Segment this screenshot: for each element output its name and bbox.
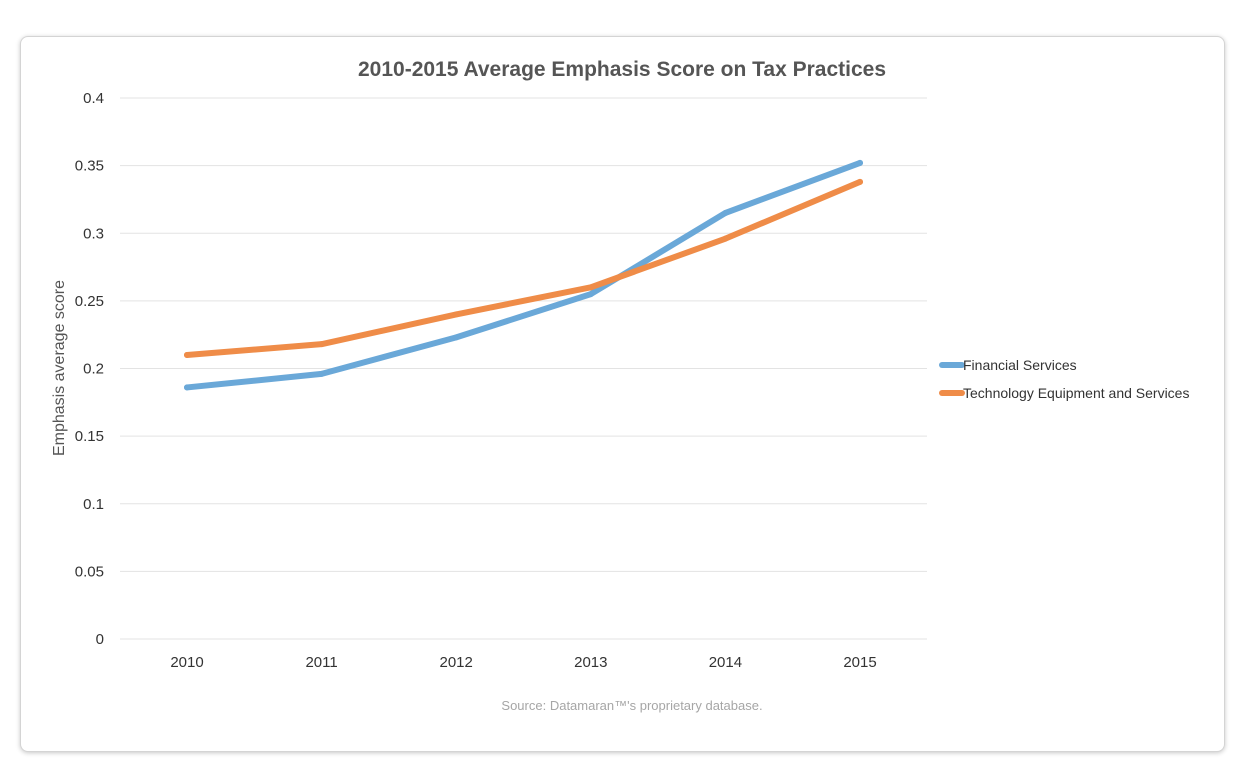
data-point <box>453 311 460 318</box>
data-point <box>857 178 863 185</box>
x-tick-label: 2015 <box>843 654 876 671</box>
data-point <box>453 334 460 341</box>
legend-item: Financial Services <box>939 357 1077 373</box>
data-point <box>184 384 190 391</box>
legend: Financial Services Technology Equipment a… <box>939 357 1189 401</box>
series-line <box>184 159 863 391</box>
y-tick-label: 0.2 <box>83 361 104 378</box>
data-point <box>722 209 729 216</box>
legend-label: Financial Services <box>963 357 1077 373</box>
y-tick-label: 0.3 <box>83 225 104 242</box>
x-tick-label: 2013 <box>574 654 607 671</box>
series-line <box>184 178 863 358</box>
y-tick-label: 0.15 <box>75 428 104 445</box>
x-tick-label: 2011 <box>305 654 337 671</box>
chart-svg: 2010-2015 Average Emphasis Score on Tax … <box>51 58 1189 713</box>
legend-item: Technology Equipment and Services <box>939 385 1189 401</box>
data-point <box>722 235 729 242</box>
x-axis-ticks: 2010 2011 2012 2013 2014 2015 <box>170 654 876 671</box>
series <box>184 159 863 391</box>
y-tick-label: 0.25 <box>75 293 104 310</box>
data-point <box>184 351 190 358</box>
x-tick-label: 2012 <box>440 654 473 671</box>
series-2 <box>184 178 863 358</box>
chart-card: 2010-2015 Average Emphasis Score on Tax … <box>20 36 1225 752</box>
data-point <box>587 291 594 298</box>
y-axis-label: Emphasis average score <box>51 280 68 456</box>
data-point <box>318 341 325 348</box>
y-tick-label: 0.4 <box>83 90 104 107</box>
y-tick-label: 0.05 <box>75 563 104 580</box>
y-axis-ticks: 0 0.05 0.1 0.15 0.2 0.25 0.3 0.35 0.4 <box>75 90 104 648</box>
x-tick-label: 2014 <box>709 654 742 671</box>
grid <box>120 97 927 640</box>
legend-label: Technology Equipment and Services <box>963 385 1189 401</box>
y-tick-label: 0.1 <box>83 496 104 513</box>
data-point <box>587 284 594 291</box>
x-tick-label: 2010 <box>170 654 203 671</box>
source-note: Source: Datamaran™'s proprietary databas… <box>501 698 762 713</box>
data-point <box>318 370 325 377</box>
y-tick-label: 0.35 <box>75 158 104 175</box>
series-1 <box>184 159 863 391</box>
y-tick-label: 0 <box>96 631 104 648</box>
data-point <box>857 159 863 166</box>
chart-title: 2010-2015 Average Emphasis Score on Tax … <box>358 58 886 81</box>
